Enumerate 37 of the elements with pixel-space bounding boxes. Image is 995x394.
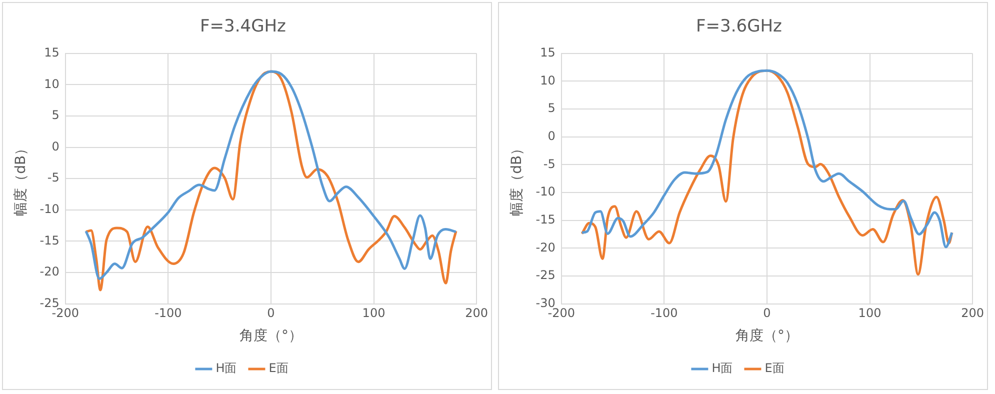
chart-title: F=3.4GHz: [200, 16, 286, 37]
y-tick-label: -20: [536, 240, 556, 254]
y-tick-label: -25: [536, 268, 556, 282]
x-tick-label: 100: [858, 306, 882, 320]
x-tick-label: -100: [154, 306, 182, 320]
x-tick-label: 0: [267, 306, 275, 320]
legend-label: E面: [764, 361, 784, 376]
x-tick-label: 100: [362, 306, 386, 320]
y-tick-label: 5: [548, 101, 556, 116]
x-tick-label: -100: [650, 306, 678, 320]
x-axis-title: 角度（°）: [239, 328, 302, 344]
y-tick-label: 0: [548, 128, 556, 143]
y-tick-label: -15: [40, 233, 60, 248]
legend-label: E面: [268, 361, 288, 376]
y-tick-label: 5: [52, 108, 60, 122]
x-tick-label: -200: [548, 306, 576, 320]
y-tick-label: -5: [47, 170, 60, 185]
x-tick-label: 200: [465, 306, 488, 320]
y-tick-label: -10: [536, 184, 556, 199]
legend-label: H面: [216, 361, 237, 376]
y-tick-label: 10: [540, 73, 556, 88]
y-tick-label: 15: [44, 46, 60, 60]
x-tick-label: -200: [52, 306, 80, 320]
legend-label: H面: [712, 361, 733, 376]
y-tick-label: -5: [543, 156, 556, 171]
y-tick-label: 0: [52, 139, 60, 154]
y-axis-title: 幅度（dB）: [509, 141, 526, 216]
x-axis-title: 角度（°）: [735, 328, 798, 344]
chart-title: F=3.6GHz: [696, 16, 782, 37]
y-tick-label: -20: [40, 264, 60, 279]
x-tick-label: 200: [961, 306, 984, 320]
x-tick-label: 0: [763, 306, 771, 320]
y-tick-label: 15: [540, 46, 556, 60]
y-tick-label: 10: [44, 76, 60, 91]
y-tick-label: -15: [536, 212, 556, 226]
y-tick-label: -10: [40, 202, 60, 216]
y-axis-title: 幅度（dB）: [13, 141, 30, 216]
